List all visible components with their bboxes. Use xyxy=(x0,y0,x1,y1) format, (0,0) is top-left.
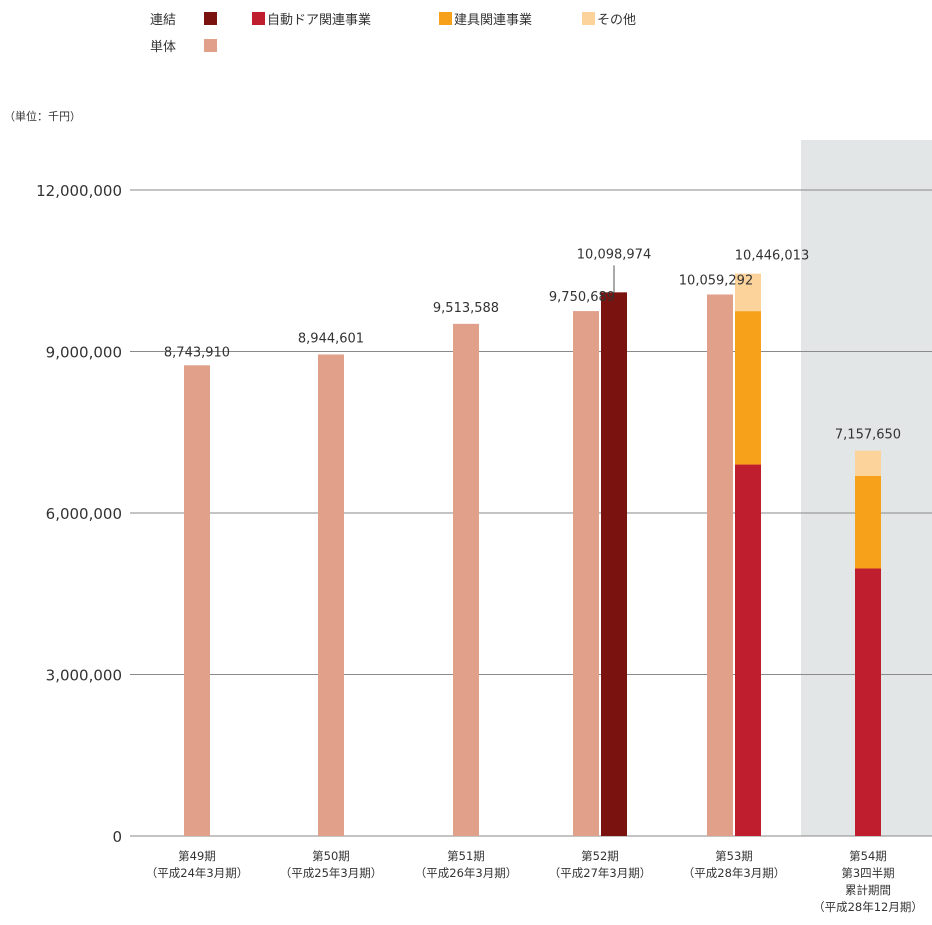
standalone-bar xyxy=(707,294,733,836)
x-category-label: （平成25年3月期） xyxy=(280,866,382,880)
y-tick-label: 3,000,000 xyxy=(46,667,122,685)
auto-door-segment xyxy=(735,464,761,836)
standalone-bar xyxy=(184,365,210,836)
other-segment xyxy=(735,273,761,312)
y-tick-label: 9,000,000 xyxy=(46,344,122,362)
consolidated-value-label: 10,446,013 xyxy=(735,249,809,264)
consolidated-value-label: 7,157,650 xyxy=(835,428,901,443)
x-category-label: （平成24年3月期） xyxy=(146,866,248,880)
x-category-label: （平成27年3月期） xyxy=(549,866,651,880)
legend-auto-door-swatch xyxy=(252,12,265,25)
legend: 連結 自動ドア関連事業 建具関連事業 その他 単体 xyxy=(150,12,636,55)
standalone-bar xyxy=(453,323,479,837)
standalone-value-label: 9,750,689 xyxy=(549,290,615,305)
x-category-label: 第49期 xyxy=(178,849,216,863)
legend-standalone-swatch xyxy=(204,39,217,52)
x-category-label: 第50期 xyxy=(312,849,350,863)
x-category-label: 第51期 xyxy=(447,849,485,863)
x-category-label: （平成28年12月期） xyxy=(813,900,923,914)
unit-label: （単位：千円） xyxy=(4,109,81,123)
legend-fittings-swatch xyxy=(439,12,452,25)
legend-consolidated-swatch xyxy=(204,12,217,25)
standalone-value-label: 9,513,588 xyxy=(433,301,499,316)
y-axis-ticks: 0 3,000,000 6,000,000 9,000,000 12,000,000 xyxy=(36,182,122,846)
bars xyxy=(184,273,881,837)
legend-standalone-label: 単体 xyxy=(150,39,176,55)
x-category-label: 第53期 xyxy=(715,849,753,863)
standalone-value-label: 8,944,601 xyxy=(298,331,364,346)
value-labels: 8,743,910 8,944,601 9,513,588 9,750,689 10,0… xyxy=(164,247,901,442)
y-tick-label: 0 xyxy=(112,828,122,846)
legend-other-label: その他 xyxy=(597,13,636,28)
y-tick-label: 12,000,000 xyxy=(36,182,122,200)
standalone-bar xyxy=(318,354,344,836)
x-axis-categories: 第49期 （平成24年3月期） 第50期 （平成25年3月期） 第51期 （平成26年3月… xyxy=(146,849,923,914)
other-segment xyxy=(855,450,881,476)
standalone-value-label: 10,059,292 xyxy=(679,273,753,288)
x-category-label: （平成28年3月期） xyxy=(683,866,785,880)
fittings-segment xyxy=(735,311,761,465)
consolidated-value-label: 10,098,974 xyxy=(577,247,651,262)
y-tick-label: 6,000,000 xyxy=(46,505,122,523)
x-category-label: 第52期 xyxy=(581,849,619,863)
standalone-value-label: 8,743,910 xyxy=(164,345,230,360)
legend-other-swatch xyxy=(582,12,595,25)
consolidated-bar xyxy=(601,292,627,836)
x-category-label: （平成26年3月期） xyxy=(415,866,517,880)
standalone-bar xyxy=(573,311,599,837)
legend-auto-door-label: 自動ドア関連事業 xyxy=(267,12,371,28)
x-category-label: 第54期 xyxy=(849,849,887,863)
x-category-label: 累計期間 xyxy=(845,883,891,897)
fittings-segment xyxy=(855,475,881,569)
legend-consolidated-label: 連結 xyxy=(150,13,176,28)
auto-door-segment xyxy=(855,568,881,836)
x-category-label: 第3四半期 xyxy=(841,866,894,880)
legend-fittings-label: 建具関連事業 xyxy=(454,12,532,28)
